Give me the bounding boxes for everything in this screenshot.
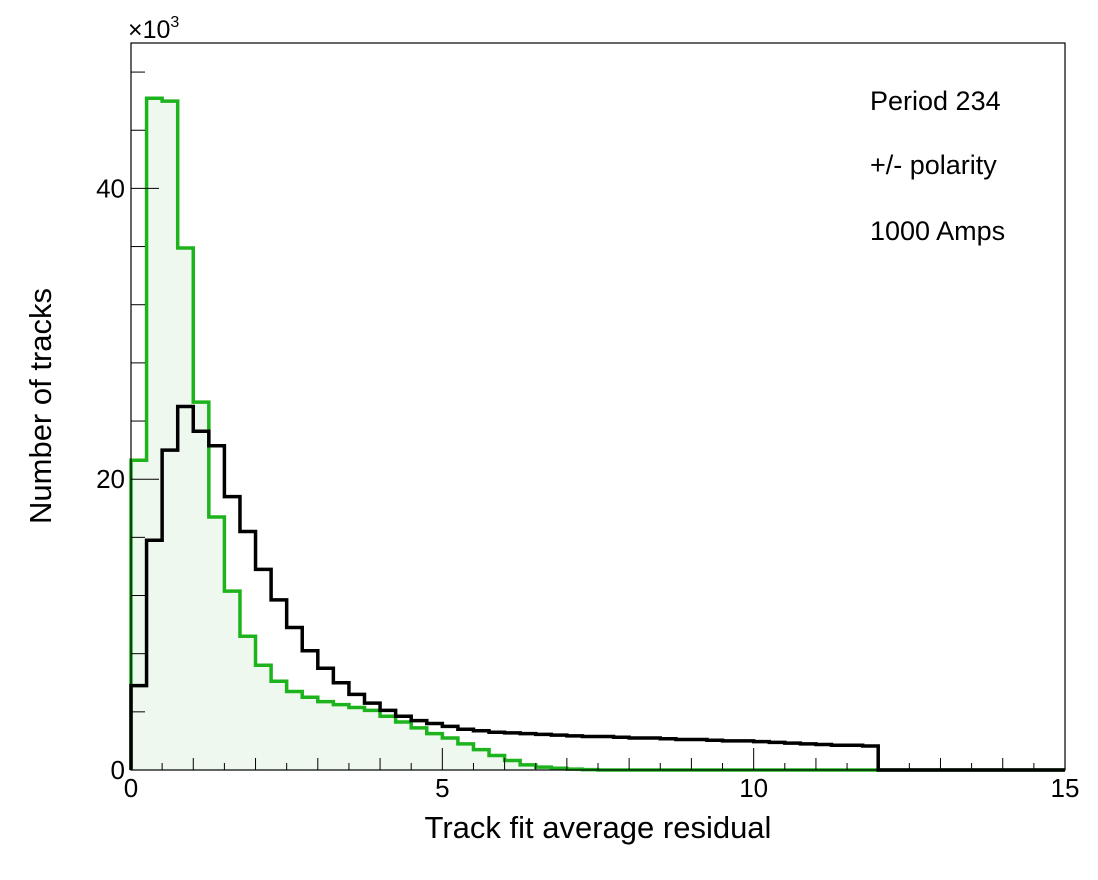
y-axis-title: Number of tracks	[23, 288, 58, 524]
series-1-line	[129, 404, 1065, 772]
annotation-polarity: +/- polarity	[870, 150, 997, 180]
y-axis-multiplier-exponent: 3	[170, 14, 179, 31]
x-tick-label: 10	[739, 773, 768, 803]
series-0-fill	[131, 98, 1065, 770]
y-tick-label: 40	[96, 173, 125, 203]
x-axis-title: Track fit average residual	[425, 810, 772, 845]
y-axis-multiplier: ×103	[128, 14, 179, 44]
y-axis-multiplier-base: ×10	[128, 16, 170, 44]
y-tick-label: 0	[111, 755, 125, 785]
x-tick-label: 0	[124, 773, 138, 803]
x-tick-label: 5	[435, 773, 449, 803]
x-tick-label: 15	[1051, 773, 1080, 803]
plot-background	[131, 43, 1065, 770]
annotation-period: Period 234	[870, 86, 1001, 116]
annotation-current: 1000 Amps	[870, 216, 1005, 246]
y-tick-label: 20	[96, 464, 125, 494]
ticks-layer: 0 5 10 15 0 20 40	[96, 71, 1080, 803]
